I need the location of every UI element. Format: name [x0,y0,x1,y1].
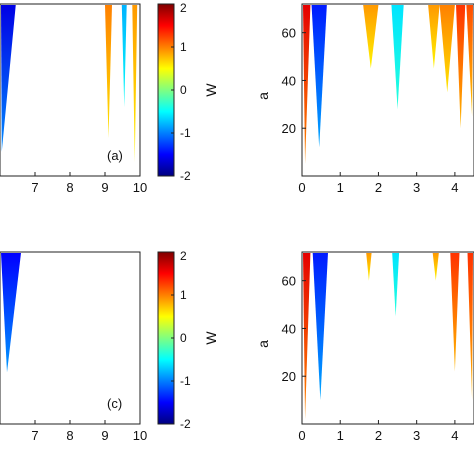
x-tick-label: 7 [31,428,38,443]
y-tick-label: 40 [282,73,296,88]
x-tick-label: 9 [101,180,108,195]
colorbar-tick-label: -1 [180,126,191,140]
heat-region [312,253,328,401]
colorbar-tick-label: -2 [180,417,191,431]
panel-b: 0 1 2 3 4 20 40 60 a [255,3,474,195]
heat-region [311,5,327,148]
x-tick-label: 3 [413,180,420,195]
y-tick-label: 60 [282,274,296,289]
x-tick-label: 3 [413,428,420,443]
x-tick-label: 4 [451,428,458,443]
x-tick-label: 0 [298,180,305,195]
colorbar-tick-label: 1 [180,288,187,302]
y-tick-label: 20 [282,121,296,136]
heat-region [121,5,127,108]
heat-region [1,253,21,373]
heat-region [105,5,112,139]
y-tick-label: 60 [282,26,296,41]
y-tick-label: 40 [282,321,296,336]
colorbar-bottom: 2 1 0 -1 -2 W [157,249,219,431]
colorbar-tick-label: 2 [180,1,187,15]
heat-region [391,5,404,110]
y-tick-label: 20 [282,369,296,384]
x-tick-label: 7 [31,180,38,195]
x-tick-label: 8 [66,428,73,443]
heat-region [303,253,311,420]
colorbar-label-bottom: W [203,331,219,345]
heat-region [450,253,460,372]
colorbar-tick-label: -2 [180,169,191,183]
heat-region [466,5,473,117]
panel-d: 0 1 2 3 4 20 40 60 a [255,251,474,443]
heat-region [392,253,400,317]
heat-region [363,5,379,69]
colorbar-tick-label: 2 [180,249,187,263]
panel-a: 7 8 9 10 (a) [0,3,147,195]
x-tick-label: 8 [66,180,73,195]
x-tick-label: 1 [337,180,344,195]
x-tick-label: 10 [133,428,147,443]
x-tick-label: 10 [133,180,147,195]
heat-region [456,5,466,129]
ylabel-bottom-right: a [255,340,271,348]
panel-label-c: (c) [107,396,122,411]
colorbar-top: 2 1 0 -1 -2 W [157,1,219,183]
x-tick-label: 1 [337,428,344,443]
heat-region [432,253,439,281]
colorbar-tick-label: 0 [180,331,187,345]
heat-region [303,5,311,165]
panel-label-a: (a) [107,148,123,163]
x-tick-label: 0 [298,428,305,443]
heat-region [439,5,455,93]
heat-region [467,253,473,401]
colorbar-tick-label: -1 [180,374,191,388]
heat-region [366,253,372,281]
heat-region [132,5,138,163]
heat-region [428,5,440,69]
colorbar-tick-label: 1 [180,40,187,54]
ylabel-top-right: a [255,92,271,100]
colorbar-label-top: W [203,83,219,97]
panel-c: 7 8 9 10 (c) [0,251,147,443]
x-tick-label: 9 [101,428,108,443]
heat-region [1,5,16,152]
x-tick-label: 2 [375,428,382,443]
colorbar-tick-label: 0 [180,83,187,97]
x-tick-label: 2 [375,180,382,195]
x-tick-label: 4 [451,180,458,195]
